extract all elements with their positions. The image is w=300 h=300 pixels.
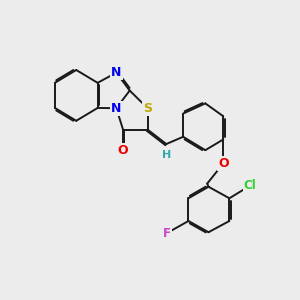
Text: O: O bbox=[218, 157, 229, 170]
Text: O: O bbox=[118, 145, 128, 158]
Text: N: N bbox=[111, 102, 122, 115]
Text: Cl: Cl bbox=[244, 179, 256, 192]
Text: N: N bbox=[111, 66, 122, 79]
Text: F: F bbox=[163, 226, 171, 239]
Text: H: H bbox=[162, 150, 171, 160]
Text: S: S bbox=[143, 102, 152, 115]
